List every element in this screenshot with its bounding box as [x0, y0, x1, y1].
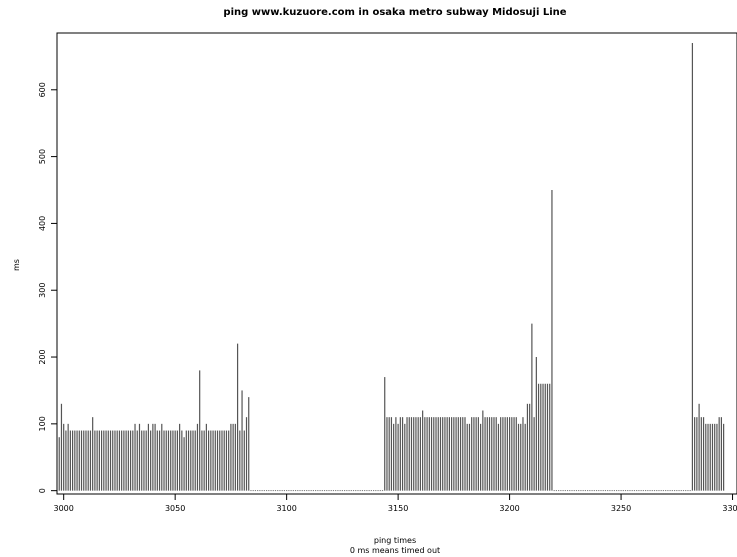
plot-frame [56, 32, 737, 495]
y-tick-label: 300 [38, 283, 47, 298]
chart-title: ping www.kuzuore.com in osaka metro subw… [223, 7, 566, 18]
x-tick-label: 3250 [611, 504, 631, 513]
y-tick-label: 500 [38, 149, 47, 164]
x-axis-label: ping times [374, 536, 416, 545]
x-tick-label: 3050 [165, 504, 185, 513]
x-axis-note: 0 ms means timed out [350, 546, 440, 555]
x-tick-label: 3150 [388, 504, 408, 513]
y-axis-label: ms [12, 259, 21, 271]
y-tick-label: 0 [38, 488, 47, 493]
x-tick-label: 3000 [54, 504, 74, 513]
bar-series [58, 43, 725, 492]
x-tick-label: 3100 [276, 504, 296, 513]
y-tick-label: 600 [38, 82, 47, 97]
y-tick-label: 200 [38, 349, 47, 364]
x-tick-label: 3200 [499, 504, 519, 513]
y-tick-label: 100 [38, 416, 47, 431]
y-axis: 0 100 200 300 400 500 600 [38, 82, 58, 493]
y-tick-label: 400 [38, 216, 47, 231]
